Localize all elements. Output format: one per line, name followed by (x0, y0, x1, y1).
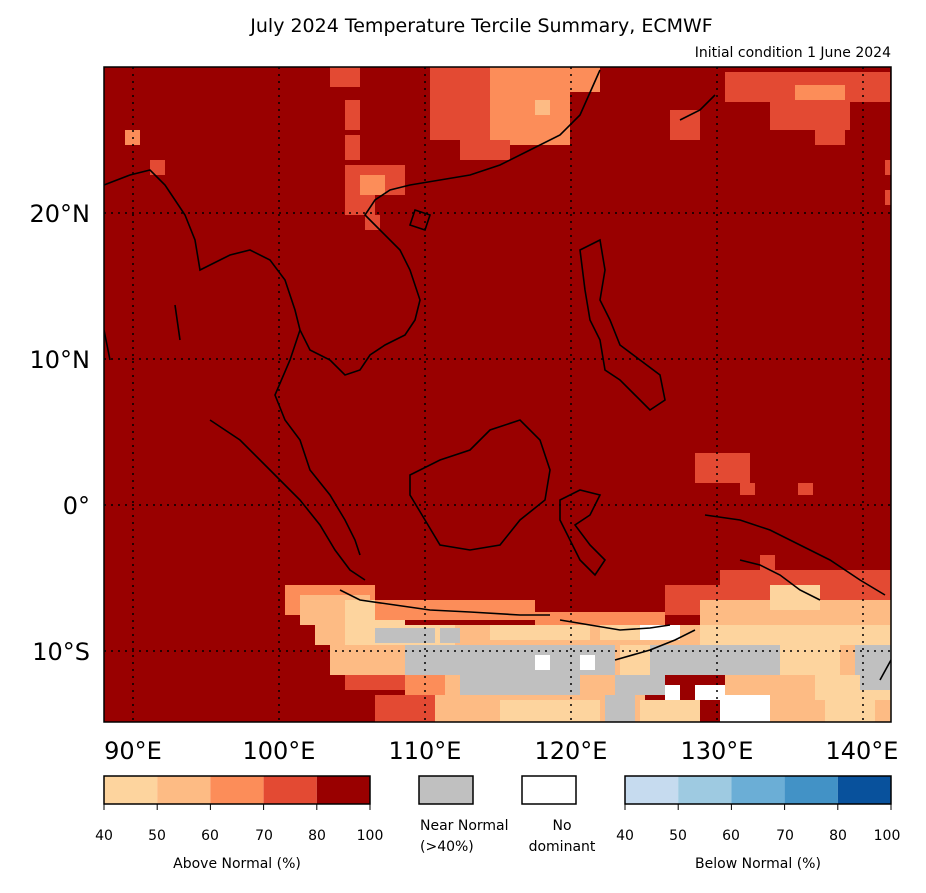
no-dominant-caption-sub: dominant (529, 839, 596, 855)
gridlines (104, 67, 891, 722)
lat-label-10S: 10°S (32, 638, 90, 666)
below-swatch-80-100 (837, 776, 891, 804)
below-tick: 80 (829, 828, 847, 844)
above-swatch-70-80 (263, 776, 317, 804)
above-tick: 50 (148, 828, 166, 844)
lon-label-90E: 90°E (104, 737, 162, 765)
lon-label-130E: 130°E (681, 737, 754, 765)
above-swatch-60-70 (210, 776, 264, 804)
above-swatch-40-50 (104, 776, 158, 804)
coastlines (104, 69, 891, 681)
below-tick: 100 (874, 828, 901, 844)
lon-label-100E: 100°E (243, 737, 316, 765)
near-normal-swatch (418, 775, 474, 805)
lon-label-140E: 140°E (826, 737, 899, 765)
below-swatch-70-80 (784, 776, 838, 804)
cells-equatorial (695, 453, 813, 570)
chart-title: July 2024 Temperature Tercile Summary, E… (250, 15, 713, 37)
above-tick: 70 (255, 828, 273, 844)
below-tick: 70 (776, 828, 794, 844)
near-normal-caption: Near Normal (420, 818, 509, 834)
lon-label-110E: 110°E (389, 737, 462, 765)
no-dominant-caption: No (552, 818, 571, 834)
legend-no-dominant: No dominant (521, 775, 596, 855)
lon-label-120E: 120°E (535, 737, 608, 765)
colorbar-below-normal: 40 50 60 70 80 100 Below Normal (%) (616, 775, 901, 872)
above-tick: 80 (308, 828, 326, 844)
cells-south (285, 570, 891, 722)
above-tick: 60 (201, 828, 219, 844)
below-swatch-60-70 (731, 776, 785, 804)
map-frame (103, 66, 892, 723)
above-normal-caption: Above Normal (%) (173, 856, 301, 872)
no-dominant-swatch (521, 775, 577, 805)
legend-near-normal: Near Normal (>40%) (418, 775, 509, 855)
lat-label-0: 0° (63, 492, 90, 520)
above-tick: 40 (95, 828, 113, 844)
above-swatch-50-60 (157, 776, 211, 804)
lat-label-20N: 20°N (30, 200, 91, 228)
colorbar-above-normal: 40 50 60 70 80 100 Above Normal (%) (95, 775, 384, 872)
near-normal-caption-sub: (>40%) (420, 839, 474, 855)
below-normal-caption: Below Normal (%) (695, 856, 821, 872)
above-swatch-80-100 (316, 776, 370, 804)
cells-north (125, 67, 891, 230)
below-tick: 60 (722, 828, 740, 844)
below-tick: 40 (616, 828, 634, 844)
lat-label-10N: 10°N (30, 346, 91, 374)
above-tick: 100 (357, 828, 384, 844)
chart-subtitle: Initial condition 1 June 2024 (694, 45, 891, 61)
below-tick: 50 (669, 828, 687, 844)
below-swatch-40-50 (625, 776, 679, 804)
below-swatch-50-60 (678, 776, 732, 804)
